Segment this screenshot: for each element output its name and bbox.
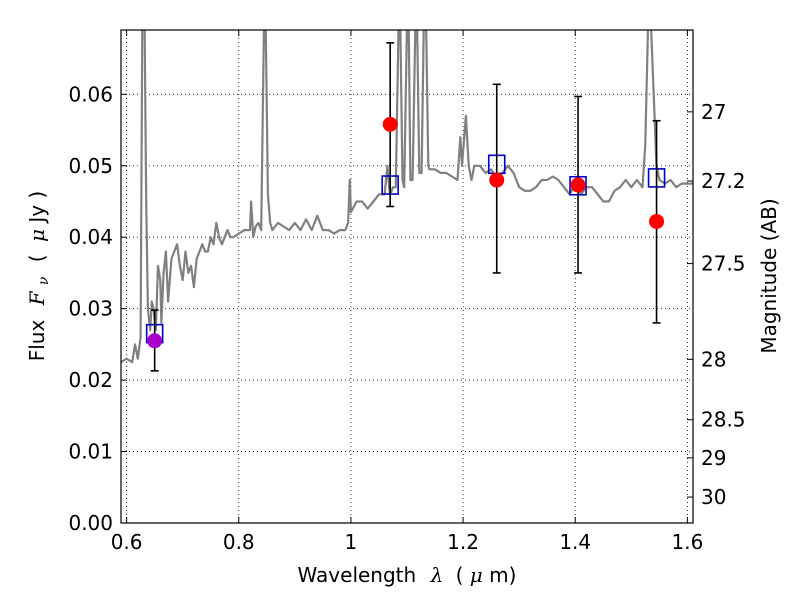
y-axis-label-unit-mu: μ [25, 229, 49, 242]
observed-flux-point [649, 213, 665, 229]
data-series [121, 30, 693, 372]
y-tick-label: 0.00 [68, 511, 113, 535]
x-tick-label: 1.2 [447, 530, 479, 554]
x-tick-label: 0.8 [223, 530, 255, 554]
y2-tick-label: 27.2 [701, 169, 746, 193]
y2-tick-label: 28.5 [701, 408, 746, 432]
x-axis-label-symbol: λ [430, 563, 444, 587]
x-axis-label-unit-mu: μ [470, 563, 483, 587]
y2-tick-label: 29 [701, 446, 726, 470]
y2-tick-label: 27.5 [701, 252, 746, 276]
y-axis-label-unit-open: ( [25, 254, 49, 262]
observed-flux-point [570, 177, 586, 193]
plot-frame [120, 29, 694, 524]
x-axis-label: Wavelength λ ( μ m) [298, 563, 517, 587]
observed-flux-point [147, 333, 163, 349]
y-axis-label-text: Flux [25, 320, 49, 362]
y-tick-label: 0.01 [68, 440, 113, 464]
x-tick-label: 1.4 [559, 530, 591, 554]
y2-axis-label: Magnitude (AB) [757, 198, 781, 353]
x-tick-label: 1.6 [671, 530, 703, 554]
observed-flux-point [382, 116, 398, 132]
y2-tick-label: 27 [701, 100, 726, 124]
x-tick-label: 0.6 [111, 530, 143, 554]
y2-tick-label: 30 [701, 485, 726, 509]
x-axis-label-unit-open: ( [456, 563, 464, 587]
x-axis-label-unit-close: m) [489, 563, 516, 587]
y-tick-label: 0.02 [68, 368, 113, 392]
y-tick-label: 0.06 [68, 82, 113, 106]
spectrum-line [121, 30, 693, 364]
y-tick-label: 0.05 [68, 154, 113, 178]
y-tick-label: 0.03 [68, 297, 113, 321]
y-tick-label: 0.04 [68, 225, 113, 249]
y-axis-label-unit-close: Jy ) [25, 191, 49, 225]
y-axis-label-symbol: F [25, 290, 49, 306]
grid-lines [121, 30, 693, 524]
y2-tick-label: 28 [701, 347, 726, 371]
y-axis-label: Flux F ν ( μ Jy ) [25, 191, 53, 362]
axis-ticks: 0.6 0.8 1 1.2 1.4 1.6 0.00 0.01 0.02 0.03 0.04 0.05… [68, 30, 746, 554]
observed-flux-point [489, 172, 505, 188]
x-tick-label: 1 [345, 530, 358, 554]
y-axis-label-subscript: ν [36, 276, 52, 285]
x-axis-label-text: Wavelength [298, 563, 417, 587]
